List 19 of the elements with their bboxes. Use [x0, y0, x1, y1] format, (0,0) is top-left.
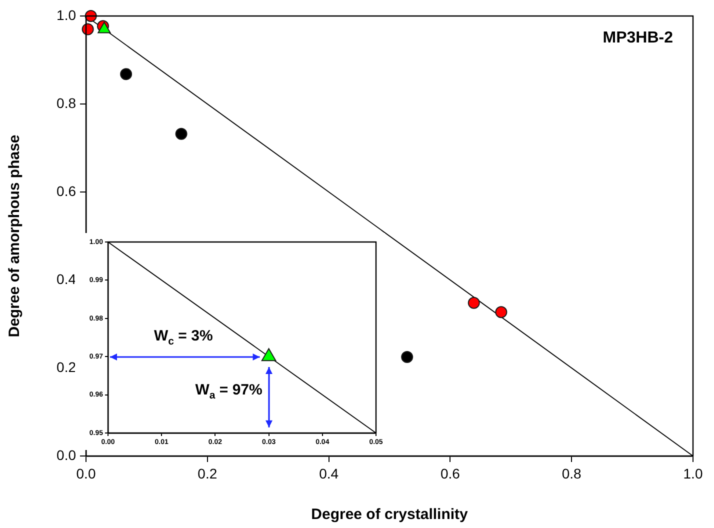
y-tick-label: 0.4 [56, 270, 76, 287]
point [495, 306, 508, 318]
x-tick-label: 0.4 [319, 465, 339, 482]
point [468, 296, 480, 309]
x-tick-label: 0.8 [562, 465, 582, 482]
y-tick-label: 1.0 [56, 6, 76, 23]
point [175, 128, 188, 140]
point [82, 23, 94, 36]
text: MP3HB-2 [602, 29, 674, 46]
x-tick-label: 0.2 [198, 465, 218, 482]
y-tick-label: 0.2 [56, 358, 76, 375]
y-tick-label: 0.6 [56, 182, 76, 199]
point [401, 351, 414, 363]
y-tick-label: 0.8 [56, 94, 76, 111]
x-axis-title: Degree of crystallinity [311, 506, 469, 524]
x-tick-label: 1.0 [683, 465, 703, 482]
point [120, 68, 132, 80]
y-axis-title: Degree of amorphous phase [6, 134, 24, 338]
x-tick-label: 0.6 [440, 465, 460, 482]
